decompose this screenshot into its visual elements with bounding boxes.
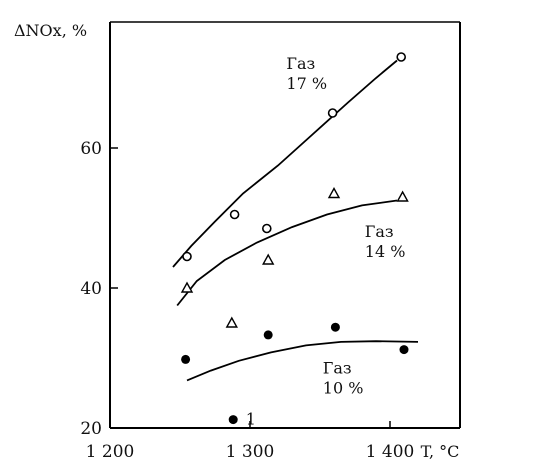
x-tick-label: 1 200 (86, 442, 135, 462)
data-point (327, 108, 338, 118)
data-point (228, 415, 238, 425)
annotation-line: 1 (246, 410, 256, 429)
data-point (262, 253, 275, 265)
plot-frame (109, 21, 461, 429)
annotation-line: Газ (365, 222, 394, 241)
data-point (396, 190, 409, 202)
axis-ticks: 20 40 60 1 200 1 300 1 400 (80, 139, 414, 462)
annotation-label: Газ 17 % (286, 54, 327, 93)
data-point (396, 52, 407, 62)
data-points (180, 52, 409, 425)
y-axis-label: ΔNOx, % (14, 21, 87, 40)
x-axis-label: T, °C (421, 442, 460, 461)
annotation-label: Газ 10 % (323, 358, 364, 397)
x-tick-label: 1 300 (226, 442, 275, 462)
annotation-label: Газ 14 % (365, 222, 406, 261)
data-point (261, 223, 272, 234)
data-point (225, 316, 238, 328)
annotation-line: 10 % (323, 378, 364, 397)
data-point (327, 187, 341, 199)
data-point (182, 251, 192, 262)
data-point (181, 354, 191, 364)
annotation-line: 17 % (286, 74, 327, 93)
data-point (330, 322, 340, 332)
data-point (399, 345, 409, 355)
fit-line (172, 59, 398, 268)
data-point (263, 330, 273, 340)
annotation-line: Газ (323, 358, 352, 377)
annotation-line: Газ (286, 54, 315, 73)
y-tick-label: 60 (80, 139, 102, 159)
annotation-label: 1 (246, 410, 256, 429)
y-tick-label: 40 (80, 279, 102, 299)
data-point (180, 281, 194, 293)
annotation-line: 14 % (365, 242, 406, 261)
data-point (229, 209, 240, 220)
fit-lines (172, 59, 419, 382)
fit-line (186, 340, 419, 382)
x-tick-label: 1 400 (366, 442, 415, 462)
y-tick-label: 20 (80, 419, 102, 439)
fit-line (176, 199, 398, 307)
